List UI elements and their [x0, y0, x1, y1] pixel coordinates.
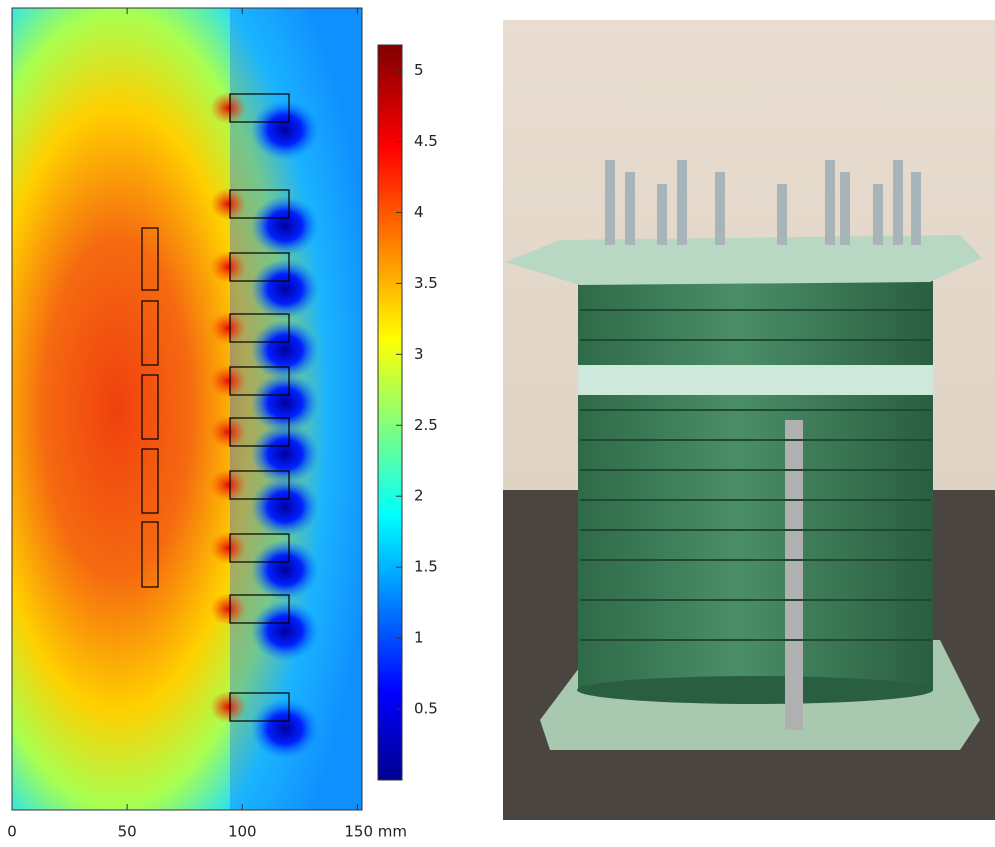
coil	[141, 300, 159, 366]
x-tick-label: 150 mm	[344, 823, 407, 841]
colorbar-tick-label: 4.5	[414, 132, 438, 150]
rod	[625, 172, 635, 245]
rod	[911, 172, 921, 245]
colorbar-tick-label: 3.5	[414, 274, 438, 292]
colorbar-tick-label: 1.5	[414, 558, 438, 576]
coil	[141, 374, 159, 440]
low-field	[251, 196, 319, 256]
coil	[229, 417, 290, 447]
low-field	[251, 540, 319, 600]
colorbar-tick-label: 5	[414, 61, 424, 79]
low-field	[251, 320, 319, 380]
rod	[657, 184, 667, 245]
coil	[229, 189, 290, 219]
low-field	[251, 259, 319, 319]
rod	[840, 172, 850, 245]
photo-top-plate	[505, 235, 982, 285]
rod	[715, 172, 725, 245]
photo-cylinder	[578, 270, 933, 690]
coil	[141, 521, 159, 588]
coil	[229, 470, 290, 500]
high-field	[210, 92, 246, 124]
low-field	[251, 601, 319, 661]
colorbar-tick-label: 1	[414, 629, 424, 647]
high-field	[210, 416, 246, 448]
low-field	[251, 477, 319, 537]
low-field	[251, 424, 319, 484]
colorbar-tick-label: 0.5	[414, 700, 438, 718]
photo	[503, 20, 995, 820]
high-field	[210, 532, 246, 564]
high-field	[210, 188, 246, 220]
colorbar-tick-label: 3	[414, 345, 424, 363]
high-field	[210, 365, 246, 397]
low-field	[251, 100, 319, 160]
plot-frame	[11, 7, 363, 811]
x-tick-label: 0	[7, 823, 17, 841]
coil	[229, 93, 290, 123]
photo-band	[578, 365, 933, 395]
high-field	[210, 691, 246, 723]
low-field	[251, 699, 319, 759]
coil	[229, 366, 290, 396]
high-field	[210, 593, 246, 625]
coil	[229, 252, 290, 282]
photo-ruler	[785, 420, 803, 730]
coil	[229, 594, 290, 624]
coil	[141, 448, 159, 514]
field-plot	[12, 8, 362, 810]
rod	[777, 184, 787, 245]
rod	[677, 160, 687, 245]
high-field	[210, 312, 246, 344]
high-field	[210, 469, 246, 501]
colorbar-tick-label: 2.5	[414, 416, 438, 434]
rod	[825, 160, 835, 245]
coil	[229, 692, 290, 722]
rod	[605, 160, 615, 245]
photo-cylinder-bottom	[577, 676, 933, 704]
coil	[229, 533, 290, 563]
high-field	[210, 251, 246, 283]
rod	[873, 184, 883, 245]
coil	[229, 313, 290, 343]
x-tick-label: 100	[228, 823, 257, 841]
colorbar-tick-label: 4	[414, 203, 424, 221]
x-tick-label: 50	[118, 823, 137, 841]
colorbar-tick-label: 2	[414, 487, 424, 505]
coil	[141, 227, 159, 291]
colorbar	[377, 44, 403, 781]
rod	[893, 160, 903, 245]
